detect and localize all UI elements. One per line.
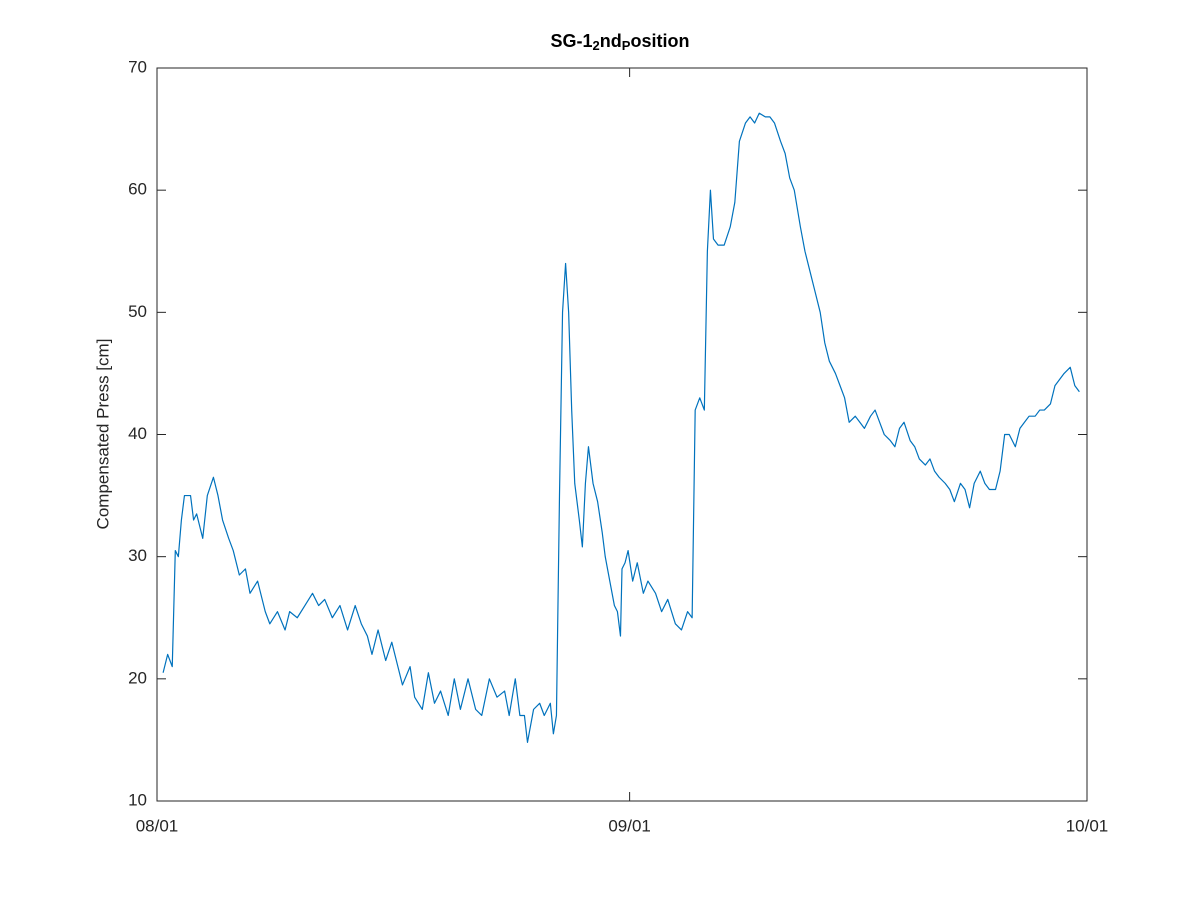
y-tick-label: 70 bbox=[128, 57, 147, 76]
data-line bbox=[162, 112, 1080, 743]
x-tick-label: 08/01 bbox=[136, 816, 179, 835]
y-tick-label: 20 bbox=[128, 668, 147, 687]
title-part: osition bbox=[630, 31, 689, 51]
y-tick-label: 50 bbox=[128, 302, 147, 321]
y-tick-label: 60 bbox=[128, 180, 147, 199]
x-tick-label: 09/01 bbox=[608, 816, 651, 835]
chart-title: SG-12ndPosition bbox=[551, 31, 690, 53]
title-part: nd bbox=[600, 31, 622, 51]
title-part: P bbox=[622, 38, 631, 53]
title-part: 2 bbox=[593, 38, 600, 53]
x-tick-label: 10/01 bbox=[1066, 816, 1109, 835]
plot-frame bbox=[156, 67, 1088, 802]
y-axis-label: Compensated Press [cm] bbox=[93, 339, 112, 530]
title-part: SG-1 bbox=[551, 31, 593, 51]
y-tick-label: 40 bbox=[128, 424, 147, 443]
y-tick-label: 30 bbox=[128, 546, 147, 565]
y-tick-label: 10 bbox=[128, 790, 147, 809]
